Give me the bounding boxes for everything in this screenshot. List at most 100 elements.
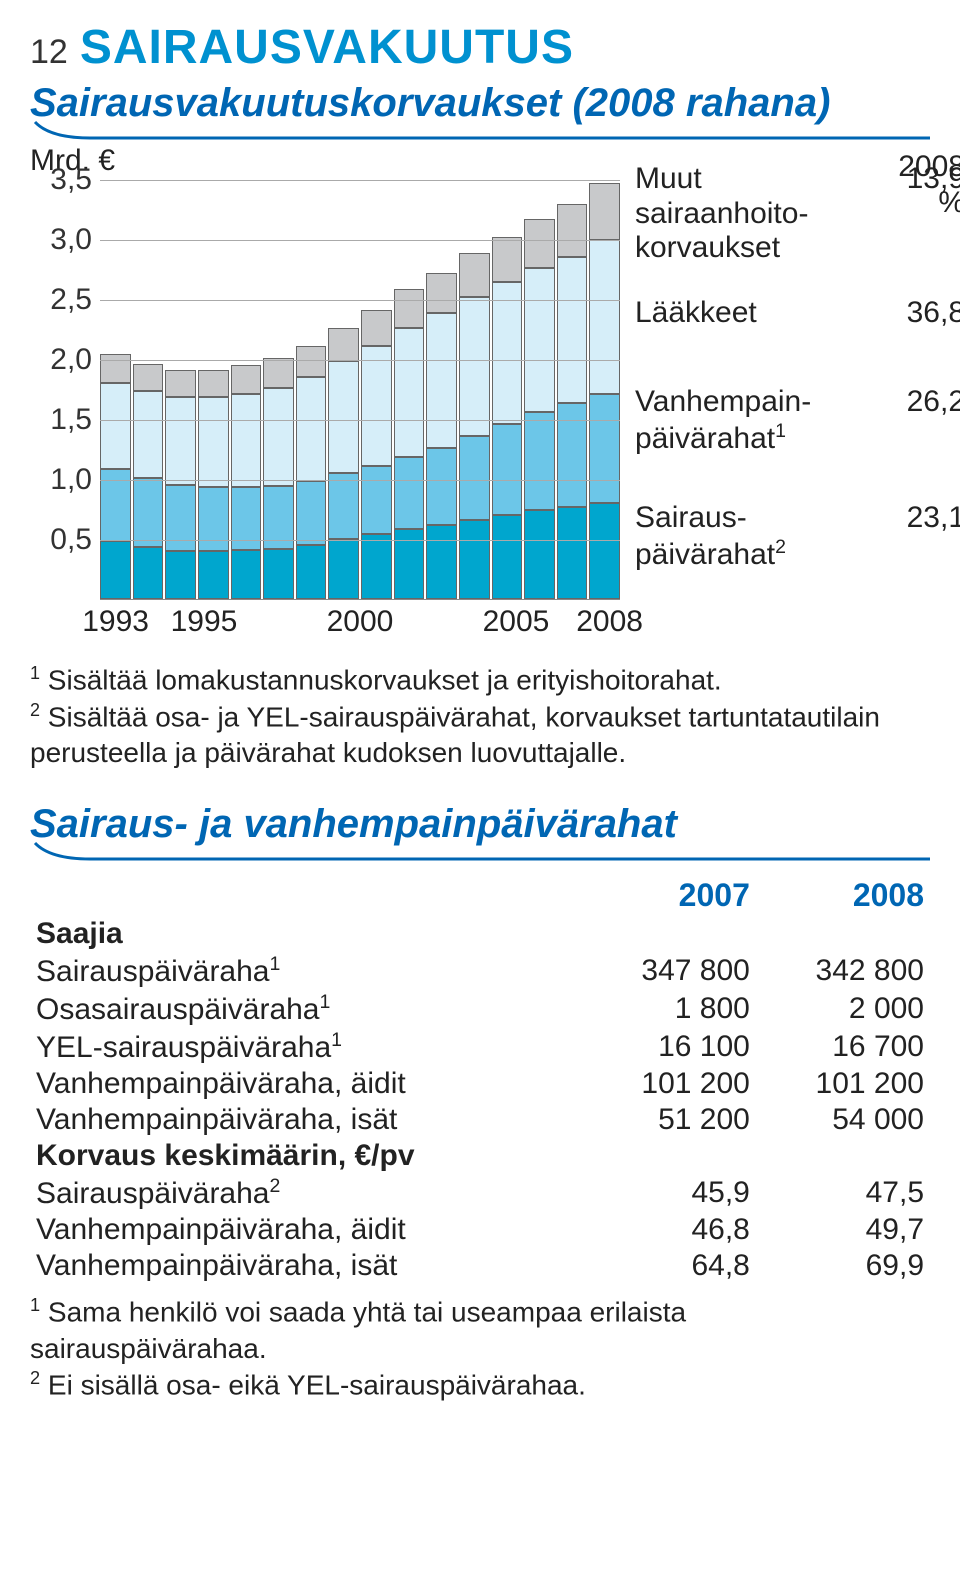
bar-column <box>589 183 620 599</box>
cell-2007: 64,8 <box>582 1248 756 1284</box>
table-row: Sairauspäiväraha1347 800342 800 <box>30 952 930 990</box>
table-footnote-1: 1 Sama henkilö voi saada yhtä tai useamp… <box>30 1294 930 1367</box>
x-tick-label: 2005 <box>483 605 550 639</box>
chart-footnote-1: 1 Sisältää lomakustannuskorvaukset ja er… <box>30 662 930 699</box>
bar-segment <box>524 268 555 412</box>
table-group-label: Saajia <box>30 916 930 952</box>
y-tick-label: 2,5 <box>50 283 92 317</box>
chart-footnotes: 1 Sisältää lomakustannuskorvaukset ja er… <box>30 662 930 772</box>
legend-value: 13,9 <box>885 162 960 266</box>
stacked-bar-chart: Mrd. € 0,51,01,52,02,53,03,5 19931995200… <box>30 150 930 650</box>
bar-segment <box>492 515 523 599</box>
bar-segment <box>231 550 262 599</box>
chart-title: Sairausvakuutuskorvaukset (2008 rahana) <box>30 81 930 126</box>
bar-segment <box>394 289 425 327</box>
y-tick-label: 3,5 <box>50 163 92 197</box>
bar-segment <box>198 487 229 551</box>
bar-column <box>426 273 457 599</box>
table-row: Vanhempainpäiväraha, äidit46,849,7 <box>30 1212 930 1248</box>
x-tick-label: 1995 <box>171 605 238 639</box>
col-header-1: 2007 <box>582 875 756 916</box>
chart-section-header: Sairausvakuutuskorvaukset (2008 rahana) <box>30 81 930 140</box>
table-row: YEL-sairauspäiväraha116 10016 700 <box>30 1028 930 1066</box>
bar-segment <box>459 436 490 520</box>
y-tick-label: 1,5 <box>50 403 92 437</box>
cell-2008: 54 000 <box>756 1102 930 1138</box>
gridline <box>100 540 620 541</box>
bar-segment <box>394 457 425 529</box>
bars-container <box>100 180 620 599</box>
row-label: Vanhempainpäiväraha, äidit <box>30 1212 582 1248</box>
bar-segment <box>426 525 457 599</box>
bar-column <box>361 310 392 599</box>
bar-segment <box>100 354 131 383</box>
bar-segment <box>165 551 196 599</box>
row-label: Vanhempainpäiväraha, isät <box>30 1248 582 1284</box>
chart-legend: 2008 % Muutsairaanhoito-korvaukset13,9Lä… <box>635 150 960 590</box>
bar-column <box>231 365 262 599</box>
bar-segment <box>361 346 392 466</box>
gridline <box>100 480 620 481</box>
row-label: Vanhempainpäiväraha, isät <box>30 1102 582 1138</box>
cell-2007: 1 800 <box>582 990 756 1028</box>
bar-segment <box>589 240 620 394</box>
cell-2008: 49,7 <box>756 1212 930 1248</box>
bar-segment <box>296 346 327 377</box>
bar-column <box>328 328 359 599</box>
cell-2008: 47,5 <box>756 1174 930 1212</box>
bar-column <box>133 364 164 599</box>
bar-segment <box>263 549 294 599</box>
row-label: YEL-sairauspäiväraha1 <box>30 1028 582 1066</box>
table-row: Osasairauspäiväraha11 8002 000 <box>30 990 930 1028</box>
x-tick-label: 2008 <box>576 605 643 639</box>
bar-segment <box>133 391 164 477</box>
bar-segment <box>100 541 131 599</box>
gridline <box>100 420 620 421</box>
bar-column <box>394 289 425 599</box>
cell-2008: 2 000 <box>756 990 930 1028</box>
col-header-2: 2008 <box>756 875 930 916</box>
cell-2008: 342 800 <box>756 952 930 990</box>
bar-segment <box>557 507 588 599</box>
bar-column <box>100 354 131 599</box>
plot-area <box>100 180 620 600</box>
main-title: SAIRAUSVAKUUTUS <box>80 20 574 75</box>
header: 12 SAIRAUSVAKUUTUS <box>30 20 930 75</box>
bar-segment <box>492 282 523 424</box>
y-tick-label: 3,0 <box>50 223 92 257</box>
table-group-row: Korvaus keskimäärin, €/pv <box>30 1138 930 1174</box>
bar-segment <box>198 397 229 487</box>
gridline <box>100 360 620 361</box>
bar-segment <box>361 466 392 534</box>
bar-segment <box>394 328 425 458</box>
bar-segment <box>459 253 490 296</box>
cell-2007: 101 200 <box>582 1066 756 1102</box>
gridline <box>100 180 620 181</box>
row-label: Vanhempainpäiväraha, äidit <box>30 1066 582 1102</box>
chart-footnote-2: 2 Sisältää osa- ja YEL-sairauspäivärahat… <box>30 699 930 772</box>
bar-segment <box>557 403 588 506</box>
y-tick-label: 0,5 <box>50 523 92 557</box>
bar-segment <box>459 297 490 436</box>
cell-2007: 347 800 <box>582 952 756 990</box>
bar-segment <box>328 328 359 362</box>
cell-2007: 51 200 <box>582 1102 756 1138</box>
table-row: Vanhempainpäiväraha, isät51 20054 000 <box>30 1102 930 1138</box>
bar-segment <box>133 547 164 599</box>
bar-segment <box>133 364 164 392</box>
bar-segment <box>557 204 588 257</box>
table-row: Vanhempainpäiväraha, isät64,869,9 <box>30 1248 930 1284</box>
bar-segment <box>426 313 457 447</box>
bar-segment <box>589 183 620 241</box>
bar-segment <box>557 257 588 403</box>
bar-segment <box>263 358 294 388</box>
table-group-row: Saajia <box>30 916 930 952</box>
bar-column <box>492 237 523 599</box>
data-table: 2007 2008 SaajiaSairauspäiväraha1347 800… <box>30 875 930 1284</box>
bar-segment <box>263 388 294 486</box>
cell-2007: 16 100 <box>582 1028 756 1066</box>
legend-row: Lääkkeet36,8 <box>635 296 960 331</box>
bar-segment <box>459 520 490 599</box>
cell-2008: 16 700 <box>756 1028 930 1066</box>
table-header-row: 2007 2008 <box>30 875 930 916</box>
